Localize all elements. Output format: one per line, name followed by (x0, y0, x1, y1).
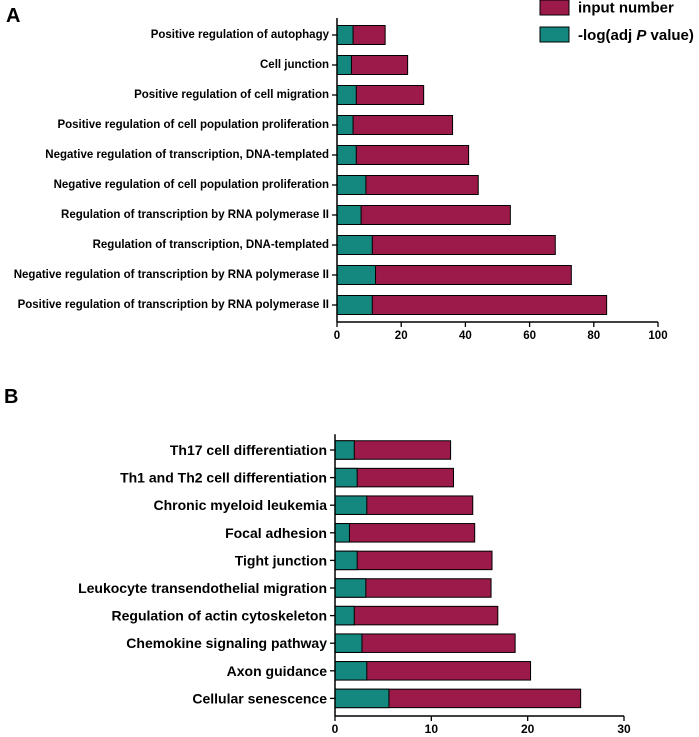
bar-neglog-p-value (336, 295, 373, 315)
category-label: Positive regulation of cell migration (134, 89, 329, 101)
category-label: Negative regulation of transcription, DN… (45, 149, 329, 161)
category-label: Positive regulation of transcription by … (18, 299, 329, 311)
category-label: Negative regulation of transcription by … (14, 269, 329, 281)
category-label: Regulation of transcription by RNA polym… (61, 209, 329, 221)
category-label: Axon guidance (227, 663, 328, 679)
bar-neglog-p-value (334, 688, 390, 709)
bar-neglog-p-value (336, 25, 354, 45)
bar-neglog-p-value (334, 467, 358, 488)
bar-neglog-p-value (334, 661, 368, 681)
category-label: Cellular senescence (192, 690, 327, 706)
panel-label: A (6, 5, 20, 27)
chart-panel-a: A Positive regulation of autophagy Cell ju… (6, 5, 668, 342)
bar-neglog-p-value (334, 495, 368, 515)
bar-input-number (336, 205, 511, 225)
x-tick-label: 30 (617, 722, 631, 736)
chart-legend: input number -log(adj P value) (539, 0, 694, 44)
bar-input-number (334, 523, 476, 543)
bar-input-number (336, 295, 608, 315)
category-label: Regulation of actin cytoskeleton (112, 608, 327, 624)
chart-panel-b: B Th17 cell differentiation Th1 and Th2 ce… (4, 386, 631, 736)
category-label: Tight junction (235, 552, 327, 568)
bar-neglog-p-value (334, 550, 358, 571)
x-tick-label: 40 (459, 330, 472, 342)
x-tick-label: 0 (334, 330, 340, 342)
bar-neglog-p-value (334, 578, 367, 598)
legend-swatch-neglog-p-value (539, 26, 570, 43)
x-tick-label: 100 (648, 330, 667, 342)
category-label: Chemokine signaling pathway (126, 635, 327, 651)
x-tick-label: 80 (587, 330, 600, 342)
panel-label: B (4, 386, 18, 408)
x-tick-label: 20 (395, 330, 408, 342)
category-label: Negative regulation of cell population p… (54, 179, 329, 191)
bar-input-number (334, 550, 493, 571)
category-label: Regulation of transcription, DNA-templat… (93, 239, 329, 251)
bar-neglog-p-value (336, 235, 373, 255)
category-label: Chronic myeloid leukemia (154, 497, 328, 513)
bar-neglog-p-value (334, 633, 363, 653)
category-label: Positive regulation of autophagy (151, 29, 330, 41)
bar-neglog-p-value (334, 440, 355, 460)
category-label: Positive regulation of cell population p… (57, 119, 329, 131)
legend-swatch-input-number (539, 0, 570, 16)
bar-neglog-p-value (336, 145, 357, 165)
bar-neglog-p-value (334, 605, 355, 626)
x-tick-label: 10 (425, 722, 439, 736)
bar-neglog-p-value (336, 175, 367, 195)
bar-input-number (336, 115, 454, 135)
bar-neglog-p-value (336, 85, 357, 105)
legend-label-neglog-p-value: -log(adj P value) (578, 27, 694, 44)
category-label: Th17 cell differentiation (170, 442, 327, 458)
legend-label-input-number: input number (578, 0, 674, 17)
category-label: Cell junction (260, 59, 329, 71)
bar-neglog-p-value (336, 55, 352, 75)
x-tick-label: 0 (332, 722, 339, 736)
category-label: Focal adhesion (225, 525, 327, 541)
category-label: Th1 and Th2 cell differentiation (120, 470, 327, 486)
bar-neglog-p-value (336, 205, 362, 225)
bar-neglog-p-value (336, 265, 377, 285)
x-tick-label: 20 (521, 722, 535, 736)
bar-neglog-p-value (334, 523, 350, 543)
bar-neglog-p-value (336, 115, 354, 135)
bar-input-number (334, 605, 499, 626)
category-label: Leukocyte transendothelial migration (78, 580, 327, 596)
x-tick-label: 60 (523, 330, 536, 342)
